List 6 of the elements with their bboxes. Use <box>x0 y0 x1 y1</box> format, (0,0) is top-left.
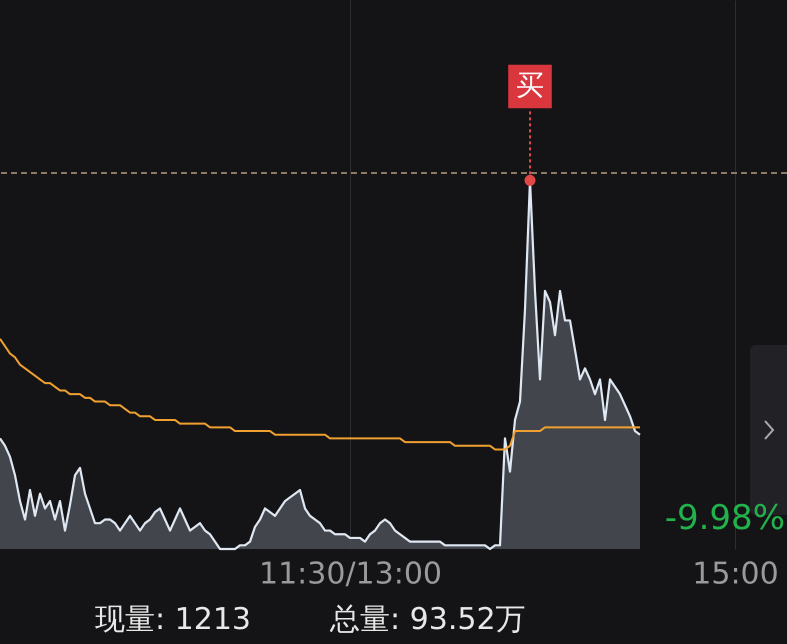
x-tick-label: 15:00 <box>692 556 779 592</box>
annotation: -9.98% <box>664 498 785 538</box>
annotation: 买 <box>516 68 544 102</box>
text: 总量: 93.52万 <box>330 602 526 637</box>
text: 现量: 1213 <box>95 602 251 637</box>
x-tick-label: 11:30/13:00 <box>258 556 442 592</box>
